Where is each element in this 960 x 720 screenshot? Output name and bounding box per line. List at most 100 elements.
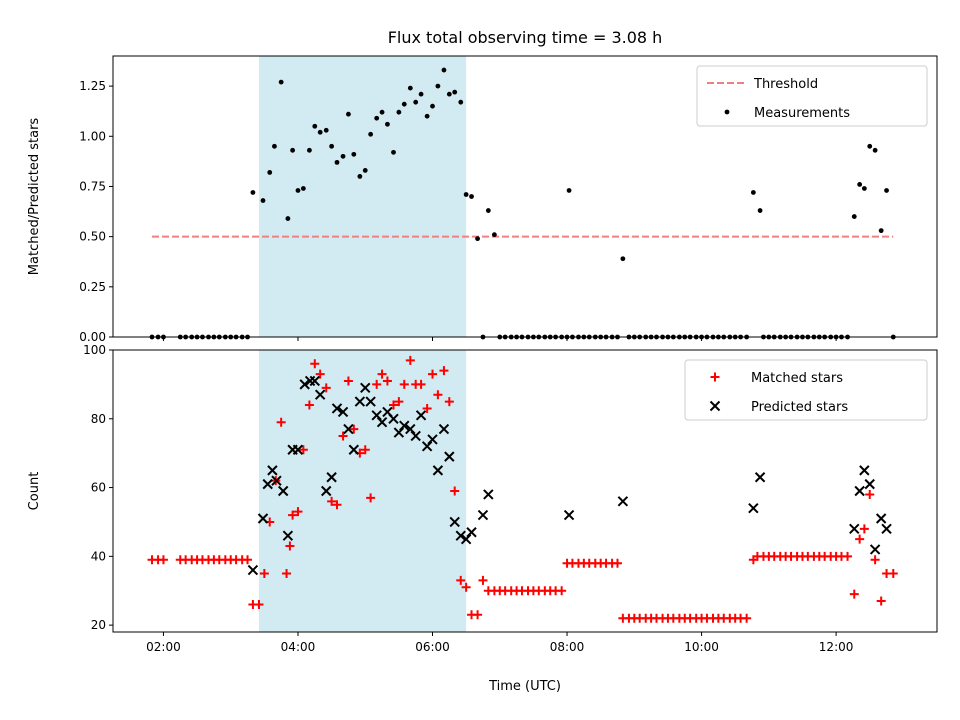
plus-marker <box>444 397 454 407</box>
measurement-point <box>857 182 863 187</box>
predicted-star-point <box>563 509 575 521</box>
matched-star-point <box>557 586 567 596</box>
plus-marker <box>612 558 622 568</box>
measurement-point <box>362 168 368 173</box>
plus-marker <box>259 569 269 579</box>
measurement-point <box>300 186 306 191</box>
matched-star-point <box>254 599 264 609</box>
y-tick-label: 20 <box>91 618 106 632</box>
count-series <box>147 355 898 623</box>
predicted-star-point <box>365 396 376 407</box>
predicted-star-point <box>617 496 629 507</box>
measurement-point <box>401 101 407 107</box>
x-marker <box>360 382 371 394</box>
predicted-star-point <box>869 544 881 555</box>
plus-marker <box>382 376 392 386</box>
x-marker <box>466 527 477 538</box>
measurement-point <box>418 91 424 97</box>
predicted-star-point <box>444 451 455 462</box>
y-tick-label: 60 <box>91 481 106 495</box>
matched-star-point <box>276 417 286 427</box>
x-marker <box>365 396 376 407</box>
measurement-point <box>435 83 441 89</box>
x-marker <box>854 485 865 497</box>
matched-star-point <box>285 541 295 551</box>
predicted-star-point <box>299 379 310 390</box>
measurement-point <box>285 216 291 221</box>
y-tick-label: 0.00 <box>79 330 106 344</box>
matched-star-point <box>865 489 875 499</box>
measurement-point <box>757 208 763 213</box>
x-marker <box>388 413 399 424</box>
y-tick-label: 80 <box>91 412 106 426</box>
x-tick-label: 04:00 <box>281 640 316 654</box>
x-marker <box>354 396 366 407</box>
predicted-star-point <box>754 472 766 483</box>
plus-marker <box>433 390 443 400</box>
predicted-star-point <box>399 420 410 431</box>
count-y-label: Count <box>27 472 42 511</box>
legend-matched-swatch <box>710 372 720 382</box>
matched-star-point <box>349 424 359 434</box>
measurement-point <box>620 256 626 262</box>
matched-star-point <box>855 534 865 544</box>
predicted-star-point <box>854 485 865 497</box>
measurement-point <box>491 232 497 238</box>
y-tick-label: 40 <box>91 549 106 563</box>
plus-marker <box>870 555 880 565</box>
x-marker <box>483 489 494 500</box>
predicted-star-point <box>257 513 269 524</box>
x-marker <box>410 430 421 442</box>
matched-star-point <box>360 445 370 455</box>
x-marker <box>376 417 388 428</box>
count-x-ticks: 02:00 04:00 06:00 08:00 10:00 12:00 <box>146 632 853 654</box>
predicted-star-point <box>277 485 289 497</box>
predicted-star-point <box>432 465 444 476</box>
predicted-star-point <box>360 382 371 394</box>
x-tick-label: 06:00 <box>415 640 450 654</box>
plus-marker <box>282 569 292 579</box>
predicted-star-point <box>309 375 321 387</box>
plus-marker <box>349 424 359 434</box>
matched-star-point <box>298 445 308 455</box>
y-tick-label: 1.25 <box>79 79 106 93</box>
matched-star-point <box>332 500 342 510</box>
legend-predicted-swatch <box>709 400 721 412</box>
measurement-point <box>867 143 873 149</box>
measurement-point <box>329 143 335 149</box>
matched-star-point <box>310 359 320 369</box>
y-tick-label: 0.25 <box>79 280 106 294</box>
matched-star-point <box>473 610 483 620</box>
matched-star-point <box>405 355 415 365</box>
x-marker <box>348 444 360 455</box>
x-marker <box>405 423 416 435</box>
predicted-star-point <box>326 472 337 483</box>
x-marker <box>309 375 321 387</box>
x-marker <box>257 513 269 524</box>
measurement-point <box>351 151 357 157</box>
x-marker <box>267 465 278 476</box>
predicted-star-point <box>483 489 494 500</box>
measurement-point <box>317 129 323 135</box>
measurement-point <box>357 174 363 179</box>
predicted-star-point <box>321 485 332 497</box>
matched-star-point <box>372 379 382 389</box>
measurement-point <box>485 208 491 213</box>
measurement-point <box>374 115 380 121</box>
plus-marker <box>473 610 483 620</box>
predicted-star-point <box>477 509 489 521</box>
matched-star-point <box>259 569 269 579</box>
ratio-y-label: Matched/Predicted stars <box>27 118 42 276</box>
predicted-star-point <box>421 441 433 452</box>
x-marker <box>343 423 354 435</box>
x-marker <box>432 465 444 476</box>
x-marker <box>421 441 433 452</box>
matched-star-point <box>478 575 488 585</box>
x-marker <box>292 444 304 455</box>
measurement-point <box>307 147 312 153</box>
plus-marker <box>865 489 875 499</box>
predicted-star-point <box>859 465 870 476</box>
measurement-point <box>278 79 284 85</box>
count-axes-frame <box>112 349 938 633</box>
predicted-star-point <box>393 427 405 438</box>
